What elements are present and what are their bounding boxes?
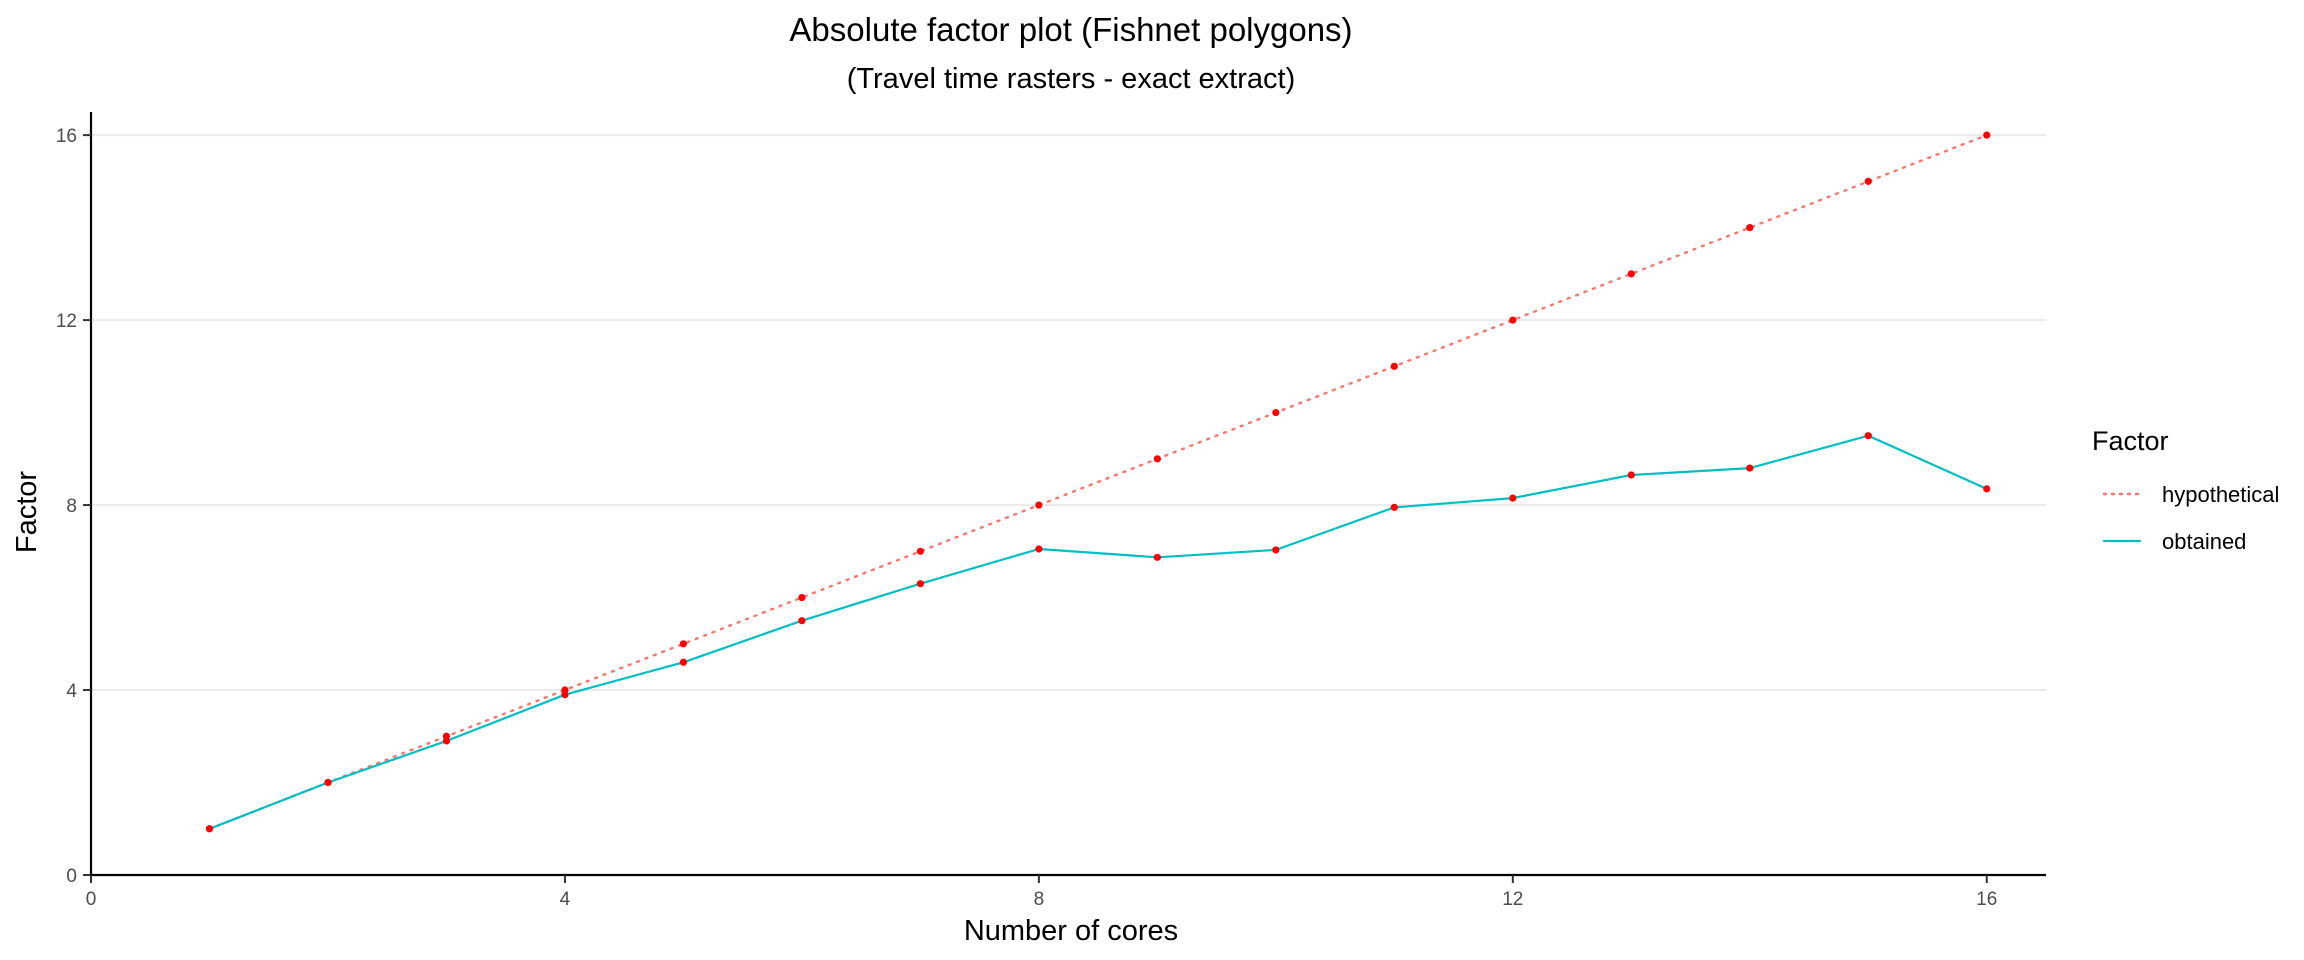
point-obtained-1 bbox=[205, 825, 214, 833]
series-lines bbox=[208, 133, 1989, 830]
x-tick-label-4: 4 bbox=[560, 889, 571, 910]
point-obtained-10 bbox=[1272, 546, 1280, 554]
chart-subtitle: (Travel time rasters - exact extract) bbox=[847, 63, 1296, 95]
y-tick-label-4: 4 bbox=[66, 681, 77, 702]
point-obtained-2 bbox=[324, 778, 332, 787]
point-hypothetical-16 bbox=[1983, 131, 1991, 139]
point-obtained-5 bbox=[679, 658, 688, 666]
axes: 0 4 8 12 16 0 4 8 12 16 bbox=[56, 112, 2046, 910]
y-tick-label-0: 0 bbox=[66, 866, 77, 887]
point-obtained-4 bbox=[561, 691, 569, 699]
point-obtained-6 bbox=[798, 617, 806, 625]
point-obtained-14 bbox=[1746, 464, 1754, 472]
legend-label-hypothetical: hypothetical bbox=[2162, 482, 2279, 507]
y-axis-title: Factor bbox=[11, 471, 43, 554]
point-obtained-9 bbox=[1153, 553, 1161, 561]
point-obtained-12 bbox=[1509, 494, 1517, 502]
series-line-hypothetical bbox=[208, 133, 1989, 830]
point-hypothetical-9 bbox=[1153, 455, 1161, 463]
point-hypothetical-10 bbox=[1272, 408, 1280, 417]
point-obtained-16 bbox=[1983, 485, 1991, 493]
legend-items: hypothetical obtained bbox=[2102, 482, 2279, 554]
y-tick-label-8: 8 bbox=[66, 496, 77, 517]
legend: Factor hypothetical obtained bbox=[2092, 426, 2279, 554]
point-hypothetical-15 bbox=[1864, 177, 1872, 185]
data-points bbox=[205, 131, 1991, 833]
series-line-obtained bbox=[208, 434, 1988, 830]
point-obtained-3 bbox=[442, 737, 451, 745]
point-hypothetical-7 bbox=[916, 547, 924, 555]
legend-label-obtained: obtained bbox=[2162, 529, 2246, 554]
point-obtained-15 bbox=[1864, 432, 1872, 440]
legend-title: Factor bbox=[2092, 426, 2169, 456]
x-axis-title: Number of cores bbox=[964, 915, 1178, 947]
point-hypothetical-8 bbox=[1035, 501, 1043, 509]
point-hypothetical-6 bbox=[798, 593, 806, 602]
x-tick-label-0: 0 bbox=[86, 889, 97, 910]
point-hypothetical-13 bbox=[1627, 270, 1635, 278]
chart-title: Absolute factor plot (Fishnet polygons) bbox=[789, 11, 1352, 48]
point-hypothetical-11 bbox=[1390, 362, 1398, 370]
x-tick-label-16: 16 bbox=[1976, 889, 1997, 910]
x-tick-label-8: 8 bbox=[1034, 889, 1045, 910]
x-tick-label-12: 12 bbox=[1502, 889, 1523, 910]
point-hypothetical-5 bbox=[679, 640, 688, 648]
y-tick-label-12: 12 bbox=[56, 311, 77, 332]
point-hypothetical-14 bbox=[1746, 224, 1754, 232]
grid bbox=[91, 134, 2046, 692]
point-obtained-8 bbox=[1035, 545, 1043, 553]
point-hypothetical-12 bbox=[1509, 316, 1517, 324]
point-obtained-7 bbox=[916, 580, 924, 588]
y-tick-label-16: 16 bbox=[56, 126, 77, 147]
point-obtained-11 bbox=[1390, 503, 1398, 511]
point-obtained-13 bbox=[1627, 471, 1635, 479]
